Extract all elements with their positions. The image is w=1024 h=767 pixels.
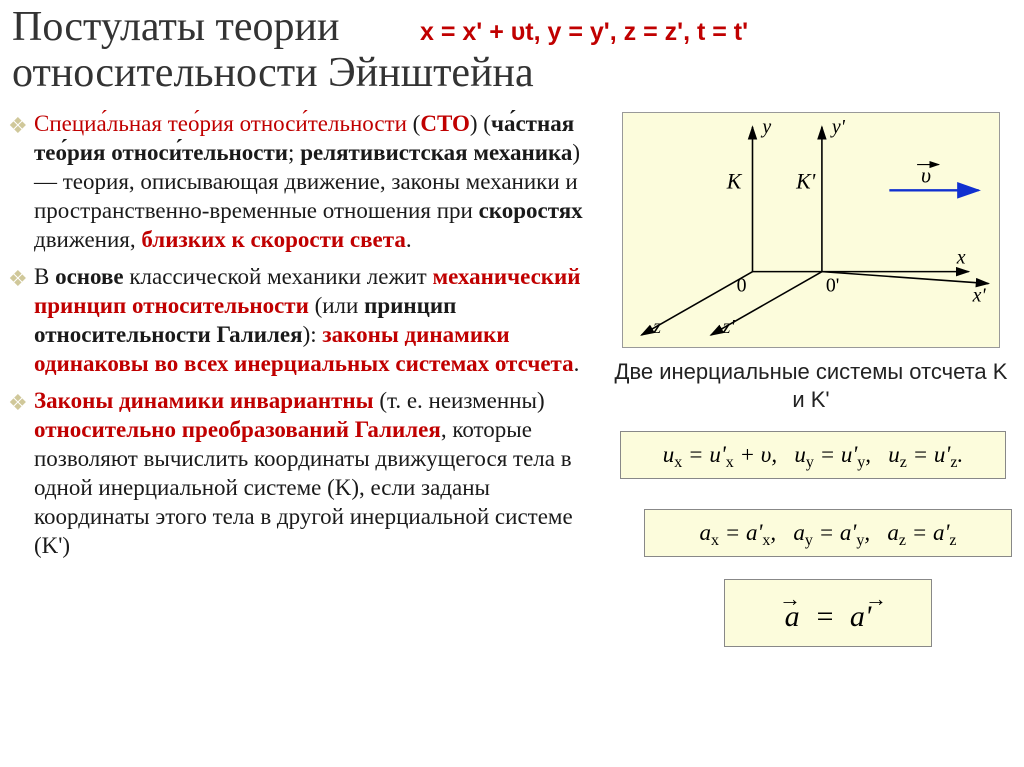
- slide-title: Постулаты теории относительности Эйнштей…: [0, 0, 640, 104]
- bullet-item: ❖Законы динамики инвариантны (т. е. неиз…: [8, 387, 598, 561]
- vector-acceleration-formula: → → a = a': [724, 579, 932, 647]
- diagram-caption: Две инерциальные системы отсчета K и K': [614, 358, 1008, 413]
- velocity-formula: ux = u'x + υ, uy = u'y, uz = u'z.: [620, 431, 1006, 479]
- axis-label-xp: x': [972, 285, 987, 307]
- label-K: K: [726, 170, 743, 194]
- bullet-icon: ❖: [8, 110, 34, 255]
- label-Kp: K': [795, 170, 816, 194]
- bullet-item: ❖В основе классической механики лежит ме…: [8, 263, 598, 379]
- coordinate-diagram: y y' K K' υ x x' z z' 0 0': [622, 112, 1000, 348]
- axis-label-y: y: [760, 116, 771, 138]
- bullet-icon: ❖: [8, 263, 34, 379]
- origin-O: 0: [737, 275, 747, 297]
- figures-column: y y' K K' υ x x' z z' 0 0' Две инерциаль…: [604, 110, 1008, 647]
- bullet-text: Законы динамики инвариантны (т. е. неизм…: [34, 387, 598, 561]
- text-column: ❖Специа́льная тео́рия относи́тельности (…: [8, 110, 604, 647]
- axis-label-z: z: [652, 316, 661, 338]
- axis-label-zp: z': [722, 316, 736, 338]
- galilean-transform-formula: x = x' + υt, y = y', z = z', t = t': [420, 18, 748, 47]
- bullet-text: Специа́льная тео́рия относи́тельности (С…: [34, 110, 598, 255]
- axis-label-x: x: [956, 247, 966, 269]
- label-v: υ: [921, 164, 931, 188]
- bullet-item: ❖Специа́льная тео́рия относи́тельности (…: [8, 110, 598, 255]
- axis-label-yp: y': [830, 116, 846, 138]
- bullet-text: В основе классической механики лежит мех…: [34, 263, 598, 379]
- content-area: ❖Специа́льная тео́рия относи́тельности (…: [0, 104, 1024, 647]
- acceleration-formula: ax = a'x, ay = a'y, az = a'z: [644, 509, 1012, 557]
- bullet-icon: ❖: [8, 387, 34, 561]
- origin-Op: 0': [826, 275, 840, 297]
